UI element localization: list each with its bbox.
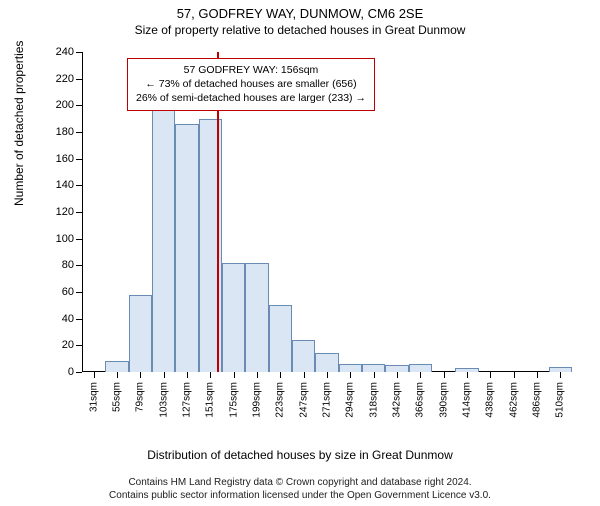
info-box-line: ← 73% of detached houses are smaller (65… — [136, 77, 366, 91]
x-tick — [327, 372, 328, 378]
histogram-bar — [315, 353, 338, 372]
x-tick — [514, 372, 515, 378]
y-tick-label: 120 — [44, 206, 74, 218]
x-tick — [94, 372, 95, 378]
info-box: 57 GODFREY WAY: 156sqm← 73% of detached … — [127, 58, 375, 111]
y-axis-label: Number of detached properties — [12, 41, 26, 206]
histogram-bar — [409, 364, 432, 372]
x-tick — [164, 372, 165, 378]
y-tick — [76, 345, 82, 346]
histogram-bar — [105, 361, 128, 372]
x-tick — [140, 372, 141, 378]
y-tick-label: 240 — [44, 46, 74, 58]
x-tick-label: 342sqm — [392, 382, 403, 418]
histogram-bar — [269, 305, 292, 372]
y-tick-label: 0 — [44, 366, 74, 378]
histogram-bar — [245, 263, 268, 372]
x-tick — [374, 372, 375, 378]
x-tick-label: 103sqm — [158, 382, 169, 418]
histogram-bar — [175, 124, 198, 372]
x-tick-label: 366sqm — [415, 382, 426, 418]
y-tick-label: 100 — [44, 233, 74, 245]
y-tick — [76, 212, 82, 213]
page-subtitle: Size of property relative to detached ho… — [0, 23, 600, 37]
y-tick — [76, 265, 82, 266]
y-tick-label: 40 — [44, 313, 74, 325]
x-tick-label: 151sqm — [205, 382, 216, 418]
histogram-bar — [339, 364, 362, 372]
x-axis-label: Distribution of detached houses by size … — [0, 448, 600, 462]
x-tick — [257, 372, 258, 378]
x-tick-label: 31sqm — [88, 382, 99, 412]
footer-attribution: Contains HM Land Registry data © Crown c… — [0, 476, 600, 502]
y-tick-label: 140 — [44, 179, 74, 191]
x-tick — [234, 372, 235, 378]
x-tick-label: 271sqm — [322, 382, 333, 418]
y-tick — [76, 319, 82, 320]
y-tick — [76, 79, 82, 80]
histogram-bar — [152, 105, 175, 372]
x-tick — [467, 372, 468, 378]
x-tick — [420, 372, 421, 378]
x-tick-label: 199sqm — [252, 382, 263, 418]
info-box-line: 57 GODFREY WAY: 156sqm — [136, 63, 366, 77]
y-tick — [76, 292, 82, 293]
y-tick — [76, 185, 82, 186]
info-box-line: 26% of semi-detached houses are larger (… — [136, 91, 366, 105]
x-tick-label: 486sqm — [532, 382, 543, 418]
y-tick-label: 80 — [44, 259, 74, 271]
x-tick — [537, 372, 538, 378]
x-tick-label: 414sqm — [462, 382, 473, 418]
y-tick — [76, 372, 82, 373]
footer-line-1: Contains HM Land Registry data © Crown c… — [0, 476, 600, 489]
x-tick-label: 175sqm — [228, 382, 239, 418]
x-tick-label: 223sqm — [275, 382, 286, 418]
x-tick-label: 510sqm — [555, 382, 566, 418]
x-tick — [280, 372, 281, 378]
x-tick-label: 55sqm — [112, 382, 123, 412]
y-tick-label: 180 — [44, 126, 74, 138]
x-tick — [444, 372, 445, 378]
x-tick — [117, 372, 118, 378]
y-tick — [76, 159, 82, 160]
histogram-bar — [222, 263, 245, 372]
page-title: 57, GODFREY WAY, DUNMOW, CM6 2SE — [0, 6, 600, 21]
y-tick — [76, 239, 82, 240]
x-tick-label: 462sqm — [508, 382, 519, 418]
x-tick — [490, 372, 491, 378]
y-tick-label: 200 — [44, 99, 74, 111]
x-tick-label: 318sqm — [368, 382, 379, 418]
histogram-bar — [385, 365, 408, 372]
plot-area: 02040608010012014016018020022024031sqm55… — [82, 52, 572, 372]
y-tick-label: 220 — [44, 73, 74, 85]
histogram-bar — [292, 340, 315, 372]
y-tick-label: 60 — [44, 286, 74, 298]
histogram-bar — [362, 364, 385, 372]
x-tick — [397, 372, 398, 378]
x-tick — [187, 372, 188, 378]
y-tick-label: 20 — [44, 339, 74, 351]
y-tick — [76, 132, 82, 133]
x-tick-label: 79sqm — [135, 382, 146, 412]
histogram-bar — [129, 295, 152, 372]
x-tick-label: 294sqm — [345, 382, 356, 418]
x-tick-label: 127sqm — [182, 382, 193, 418]
y-tick — [76, 52, 82, 53]
x-tick-label: 438sqm — [485, 382, 496, 418]
x-tick-label: 390sqm — [438, 382, 449, 418]
x-tick — [560, 372, 561, 378]
x-tick — [304, 372, 305, 378]
y-axis-line — [82, 52, 83, 372]
x-tick — [350, 372, 351, 378]
chart-container: 02040608010012014016018020022024031sqm55… — [52, 52, 572, 422]
y-tick-label: 160 — [44, 153, 74, 165]
footer-line-2: Contains public sector information licen… — [0, 489, 600, 502]
y-tick — [76, 105, 82, 106]
x-tick — [210, 372, 211, 378]
x-tick-label: 247sqm — [298, 382, 309, 418]
